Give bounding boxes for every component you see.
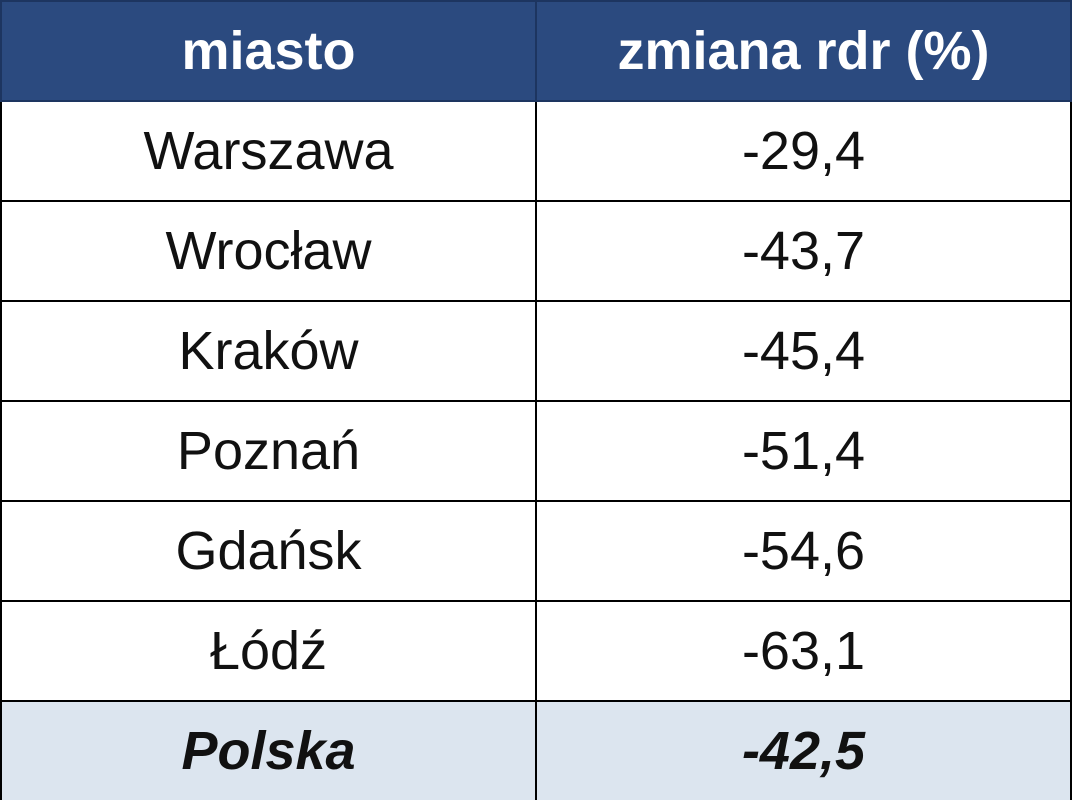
value-cell: -51,4: [535, 400, 1072, 502]
header-cell: zmiana rdr (%): [535, 0, 1072, 102]
city-cell: Gdańsk: [0, 500, 537, 602]
city-cell: Kraków: [0, 300, 537, 402]
total-row: Polska -42,5: [0, 700, 1072, 800]
header-row: miasto zmiana rdr (%): [0, 0, 1072, 102]
city-cell: Polska: [0, 700, 537, 800]
value-cell: -43,7: [535, 200, 1072, 302]
city-cell: Poznań: [0, 400, 537, 502]
table-row: Poznań -51,4: [0, 400, 1072, 502]
city-cell: Warszawa: [0, 100, 537, 202]
table-row: Warszawa -29,4: [0, 100, 1072, 202]
city-cell: Łódź: [0, 600, 537, 702]
table-row: Łódź -63,1: [0, 600, 1072, 702]
value-cell: -42,5: [535, 700, 1072, 800]
value-cell: -45,4: [535, 300, 1072, 402]
value-cell: -29,4: [535, 100, 1072, 202]
value-cell: -63,1: [535, 600, 1072, 702]
city-cell: Wrocław: [0, 200, 537, 302]
value-cell: -54,6: [535, 500, 1072, 602]
table-row: Kraków -45,4: [0, 300, 1072, 402]
header-cell: miasto: [0, 0, 537, 102]
table-row: Gdańsk -54,6: [0, 500, 1072, 602]
table-row: Wrocław -43,7: [0, 200, 1072, 302]
table-body: Warszawa -29,4 Wrocław -43,7 Kraków -45,4 Pozn…: [0, 100, 1072, 800]
